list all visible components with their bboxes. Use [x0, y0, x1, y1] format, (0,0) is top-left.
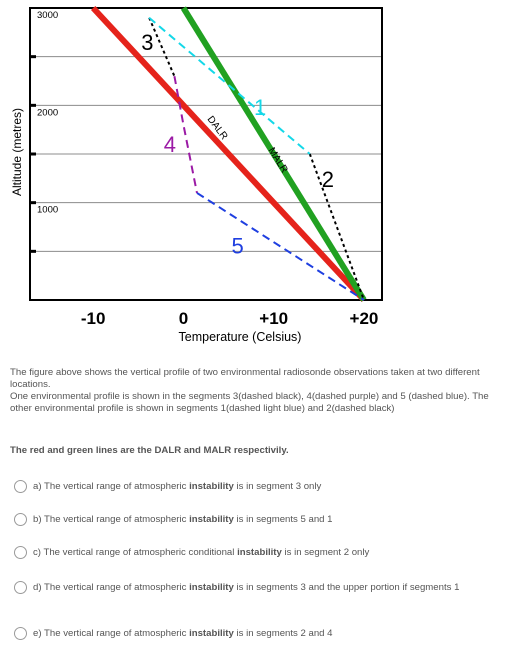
- series-line-segment: [196, 192, 365, 301]
- radio-button[interactable]: [14, 546, 27, 559]
- segment-number-label: 3: [141, 30, 153, 55]
- option-text-end: is in segment 2 only: [281, 547, 370, 558]
- radio-button[interactable]: [14, 627, 27, 640]
- radio-button[interactable]: [14, 513, 27, 526]
- series-line-segment: [148, 16, 311, 155]
- answer-option[interactable]: a) The vertical range of atmospheric ins…: [14, 480, 494, 493]
- answer-option[interactable]: b) The vertical range of atmospheric ins…: [14, 513, 494, 526]
- series-line-segment: [148, 17, 176, 77]
- segment-number-label: 4: [164, 132, 176, 157]
- chart-grid: [30, 56, 382, 252]
- description-paragraph-2: One environmental profile is shown in th…: [10, 391, 489, 414]
- segment-number-label: 5: [231, 233, 243, 258]
- chart-series: [90, 5, 367, 303]
- option-text-end: is in segments 3 and the upper portion i…: [233, 582, 460, 593]
- option-text-emphasis: instability: [189, 481, 234, 492]
- description-paragraph-3: The red and green lines are the DALR and…: [10, 445, 289, 456]
- option-text-start: e) The vertical range of atmospheric: [33, 628, 190, 639]
- series-line-segment: [308, 153, 365, 301]
- answer-option[interactable]: e) The vertical range of atmospheric ins…: [14, 627, 494, 640]
- radio-button[interactable]: [14, 480, 27, 493]
- chart-axes: 3000 2000 1000 -10 0 +10 +20: [29, 7, 383, 328]
- option-text-start: c) The vertical range of atmospheric con…: [33, 547, 238, 558]
- x-tick-label: -10: [81, 309, 106, 328]
- answer-option-text: e) The vertical range of atmospheric ins…: [33, 628, 333, 640]
- answer-option-text: b) The vertical range of atmospheric ins…: [33, 514, 333, 526]
- option-text-emphasis: instability: [189, 582, 234, 593]
- answer-option[interactable]: d) The vertical range of atmospheric ins…: [14, 581, 494, 594]
- answer-option-text: d) The vertical range of atmospheric ins…: [33, 582, 459, 594]
- segment-number-label: 1: [254, 95, 266, 120]
- option-text-end: is in segments 2 and 4: [233, 628, 333, 639]
- description-paragraph-1: The figure above shows the vertical prof…: [10, 367, 480, 390]
- answer-option[interactable]: c) The vertical range of atmospheric con…: [14, 546, 494, 559]
- option-text-start: d) The vertical range of atmospheric: [33, 582, 190, 593]
- x-tick-label: 0: [179, 309, 188, 328]
- answer-option-text: a) The vertical range of atmospheric ins…: [33, 481, 321, 493]
- y-tick-label: 3000: [37, 10, 58, 21]
- radio-button[interactable]: [14, 581, 27, 594]
- series-line-malr: [180, 6, 367, 302]
- x-tick-label: +10: [259, 309, 288, 328]
- option-text-emphasis: instability: [189, 514, 234, 525]
- series-line-segment: [173, 75, 198, 194]
- y-tick-label: 2000: [37, 107, 58, 118]
- option-text-start: b) The vertical range of atmospheric: [33, 514, 190, 525]
- y-axis-label: Altitude (metres): [10, 108, 24, 196]
- segment-number-label: 2: [322, 167, 334, 192]
- description: The figure above shows the vertical prof…: [10, 367, 490, 415]
- series-line-dalr: [90, 5, 367, 303]
- option-text-emphasis: instability: [237, 547, 282, 558]
- y-tick-label: 1000: [37, 205, 58, 216]
- option-text-emphasis: instability: [189, 628, 234, 639]
- x-tick-label: +20: [350, 309, 379, 328]
- option-text-start: a) The vertical range of atmospheric: [33, 481, 190, 492]
- answer-option-text: c) The vertical range of atmospheric con…: [33, 547, 369, 559]
- line-label-malr: MALR: [266, 146, 290, 175]
- option-text-end: is in segments 5 and 1: [233, 514, 333, 525]
- x-axis-label: Temperature (Celsius): [179, 330, 302, 344]
- option-text-end: is in segment 3 only: [233, 481, 322, 492]
